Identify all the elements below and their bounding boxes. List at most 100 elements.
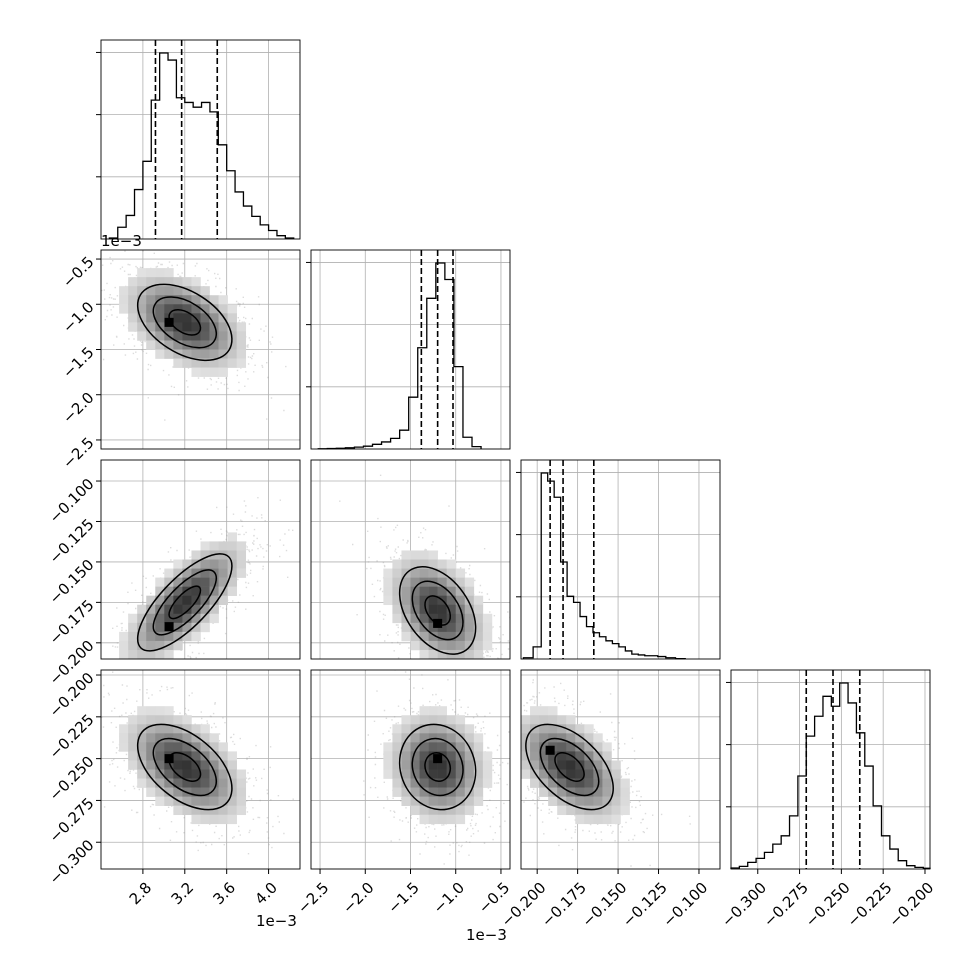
density-cell bbox=[401, 631, 411, 642]
density-cell bbox=[584, 724, 594, 734]
density-cell bbox=[437, 559, 447, 569]
density-cell bbox=[137, 313, 147, 323]
density-cell bbox=[410, 778, 420, 788]
density-cell bbox=[410, 760, 420, 770]
density-cell bbox=[173, 778, 183, 788]
pair-panel-1-0 bbox=[96, 249, 301, 450]
density-cell bbox=[383, 577, 393, 587]
density-cell bbox=[227, 550, 237, 560]
density-cell bbox=[209, 787, 219, 797]
density-cell bbox=[410, 742, 420, 752]
hist-panel-3 bbox=[726, 669, 931, 870]
contour-line bbox=[152, 737, 217, 797]
x-tick-label: −2.0 bbox=[339, 879, 377, 917]
density-cell bbox=[128, 277, 138, 287]
density-cell bbox=[410, 796, 420, 806]
density-cell bbox=[173, 751, 183, 761]
density-cell bbox=[155, 304, 165, 314]
density-cell bbox=[530, 769, 540, 779]
density-cell bbox=[137, 733, 147, 743]
density-cell bbox=[128, 649, 138, 659]
density-cell bbox=[227, 304, 237, 314]
density-cell bbox=[419, 559, 429, 569]
density-cell bbox=[401, 760, 411, 770]
density-cell bbox=[464, 622, 475, 633]
contour-line bbox=[424, 595, 452, 626]
density-cell bbox=[155, 313, 165, 323]
density-cell bbox=[200, 340, 210, 350]
density-cell bbox=[383, 742, 393, 752]
density-cell bbox=[557, 724, 567, 734]
density-cell bbox=[566, 778, 576, 788]
y-tick-label: −0.100 bbox=[46, 475, 98, 527]
density-cell bbox=[464, 769, 475, 779]
density-cell bbox=[530, 706, 540, 716]
density-cell bbox=[164, 586, 174, 596]
density-cell bbox=[173, 331, 183, 341]
density-cell bbox=[173, 640, 183, 651]
density-cell bbox=[611, 796, 621, 806]
density-cell bbox=[455, 733, 466, 743]
density-cell bbox=[200, 550, 210, 560]
density-cell bbox=[200, 622, 210, 633]
density-cell bbox=[401, 550, 411, 560]
contour-line bbox=[398, 723, 477, 811]
density-cell bbox=[137, 295, 147, 305]
density-cell bbox=[146, 769, 156, 779]
density-cell bbox=[155, 586, 165, 596]
density-cell bbox=[419, 568, 429, 578]
x-tick-label: −0.250 bbox=[802, 879, 854, 931]
density-cell bbox=[209, 304, 219, 314]
panel-frame bbox=[520, 669, 721, 870]
density-cell bbox=[209, 805, 219, 816]
density-cell bbox=[164, 715, 174, 725]
density-cell bbox=[473, 631, 484, 642]
contour-line bbox=[136, 553, 233, 652]
density-cell bbox=[437, 742, 447, 752]
density-cell bbox=[557, 760, 567, 770]
density-cell bbox=[437, 640, 447, 651]
density-cell bbox=[200, 751, 210, 761]
density-cell bbox=[455, 805, 466, 816]
density-cell bbox=[419, 787, 429, 797]
density-cell bbox=[446, 715, 457, 725]
density-cell bbox=[419, 769, 429, 779]
density-cell bbox=[437, 760, 447, 770]
density-cell bbox=[146, 286, 156, 296]
density-cell bbox=[191, 787, 201, 797]
density-cell bbox=[446, 577, 457, 587]
density-peak bbox=[164, 317, 174, 327]
density-cell bbox=[173, 586, 183, 596]
density-cell bbox=[164, 277, 174, 287]
pair-panel-2-0 bbox=[96, 459, 301, 660]
density-cell bbox=[428, 559, 438, 569]
density-cell bbox=[137, 331, 147, 341]
density-cell bbox=[557, 715, 567, 725]
density-cell bbox=[383, 760, 393, 770]
density-cell bbox=[557, 733, 567, 743]
density-cell bbox=[227, 541, 237, 551]
density-cell bbox=[236, 796, 247, 806]
density-cell bbox=[155, 760, 165, 770]
density-cell bbox=[200, 568, 210, 578]
density-cell bbox=[419, 550, 429, 560]
density-cell bbox=[383, 751, 393, 761]
density-cell bbox=[611, 805, 621, 816]
panel-content bbox=[339, 474, 510, 659]
density-cell bbox=[164, 295, 174, 305]
density-cell bbox=[164, 340, 174, 350]
density-cell bbox=[218, 349, 228, 359]
y-tick-label: −0.300 bbox=[46, 836, 98, 888]
density-cell bbox=[182, 586, 192, 596]
density-cell bbox=[446, 640, 457, 651]
density-cell bbox=[164, 724, 174, 734]
density-cell bbox=[137, 268, 147, 278]
density-cell bbox=[182, 604, 192, 615]
density-cell bbox=[146, 613, 156, 624]
density-cell bbox=[437, 787, 447, 797]
density-cell bbox=[473, 622, 484, 633]
density-cell bbox=[383, 568, 393, 578]
density-cell bbox=[446, 613, 457, 624]
density-cell bbox=[218, 805, 228, 816]
density-cell bbox=[557, 796, 567, 806]
